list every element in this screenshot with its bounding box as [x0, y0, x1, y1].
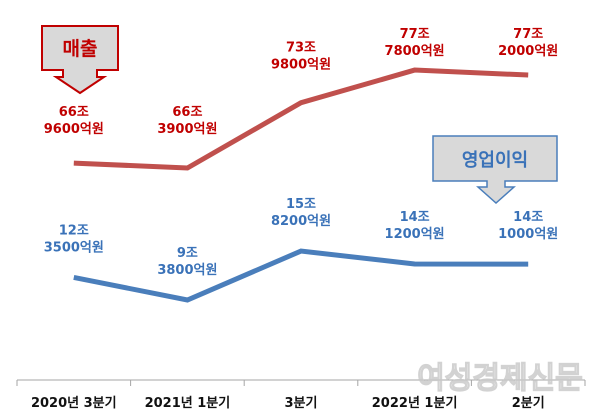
- data-label-line1: 14조: [513, 210, 543, 225]
- data-label-line1: 14조: [400, 210, 430, 225]
- watermark: 여성경제신문: [417, 361, 583, 396]
- data-label-line2: 7800억원: [385, 44, 445, 59]
- data-label-line1: 15조: [286, 197, 316, 212]
- data-label: 77조 2000억원: [498, 27, 558, 59]
- data-label-line2: 8200억원: [271, 214, 331, 229]
- data-label-line1: 73조: [286, 41, 316, 56]
- data-label-line1: 12조: [59, 223, 89, 238]
- data-label-line2: 3800억원: [157, 263, 217, 278]
- data-label-line1: 66조: [59, 105, 89, 120]
- data-label: 12조 3500억원: [44, 223, 104, 255]
- data-label: 66조 3900억원: [157, 105, 217, 137]
- x-axis: 2020년 3분기 2021년 1분기 3분기 2022년 1분기 2분기: [16, 379, 586, 411]
- legend-callout-sales: 매출: [41, 25, 119, 95]
- data-label-line2: 1000억원: [498, 227, 558, 242]
- legend-label-sales: 매출: [63, 38, 98, 60]
- data-label-line2: 9800억원: [271, 58, 331, 73]
- x-tick-label: 2021년 1분기: [145, 396, 231, 411]
- data-label: 9조 3800억원: [157, 246, 217, 278]
- data-label: 73조 9800억원: [271, 41, 331, 73]
- data-label: 14조 1000억원: [498, 210, 558, 242]
- data-label: 66조 9600억원: [44, 105, 104, 137]
- data-label-line2: 2000억원: [498, 44, 558, 59]
- legend-label-operating-profit: 영업이익: [462, 150, 528, 171]
- data-label-line2: 3900억원: [157, 122, 217, 137]
- data-label-line1: 66조: [172, 105, 202, 120]
- x-tick-label: 2분기: [512, 396, 545, 411]
- x-tick-label: 2020년 3분기: [31, 396, 117, 411]
- series-line-operating-profit: [73, 248, 529, 303]
- legend-callout-operating-profit: 영업이익: [432, 135, 558, 205]
- x-tick-label: 2022년 1분기: [372, 396, 458, 411]
- data-label: 77조 7800억원: [385, 27, 445, 59]
- data-label-line2: 1200억원: [385, 227, 445, 242]
- data-label: 15조 8200억원: [271, 197, 331, 229]
- data-label-line2: 3500억원: [44, 240, 104, 255]
- data-label-line1: 9조: [177, 246, 198, 261]
- data-label-line1: 77조: [400, 27, 430, 42]
- data-label-line1: 77조: [513, 27, 543, 42]
- x-tick-label: 3분기: [285, 396, 318, 411]
- data-label: 14조 1200억원: [385, 210, 445, 242]
- data-label-line2: 9600억원: [44, 122, 104, 137]
